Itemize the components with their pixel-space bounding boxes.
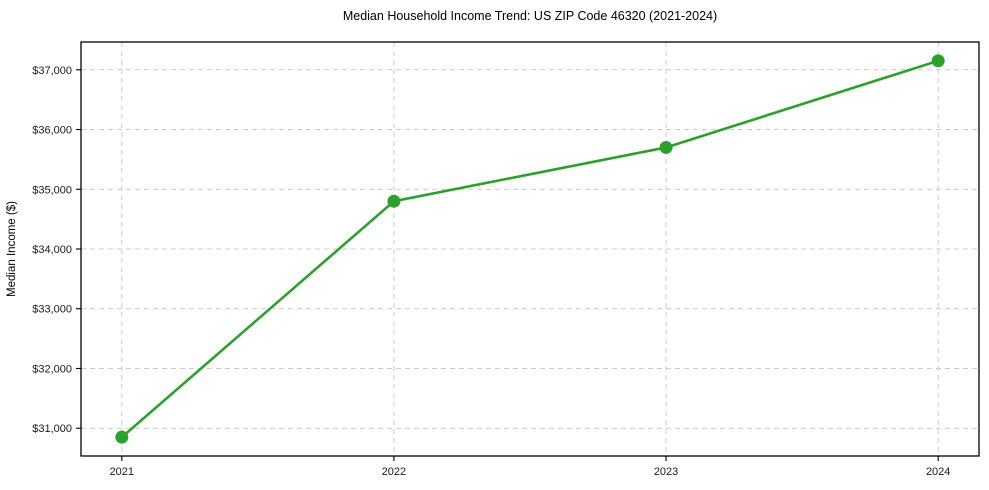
x-tick-label: 2022 <box>382 466 406 478</box>
y-tick-label: $32,000 <box>32 363 72 375</box>
trend-line <box>120 59 940 439</box>
chart-title: Median Household Income Trend: US ZIP Co… <box>343 9 717 23</box>
y-tick-label: $33,000 <box>32 304 72 316</box>
y-tick-label: $31,000 <box>32 423 72 435</box>
data-point-marker <box>387 194 401 208</box>
data-point-marker <box>115 430 129 444</box>
x-tick-label: 2024 <box>926 466 950 478</box>
y-tick-label: $36,000 <box>32 125 72 137</box>
y-tick-label: $35,000 <box>32 184 72 196</box>
y-tick-label: $34,000 <box>32 244 72 256</box>
x-tick-label: 2023 <box>654 466 678 478</box>
y-tick-label: $37,000 <box>32 65 72 77</box>
y-axis-label: Median Income ($) <box>6 201 18 297</box>
x-tick-label: 2021 <box>110 466 134 478</box>
plot-border <box>80 41 980 457</box>
data-point-marker <box>659 140 673 154</box>
data-point-marker <box>931 54 945 68</box>
plot-area: $31,000 $32,000 $33,000 $34,000 $35,000 $36,0… <box>32 41 980 478</box>
